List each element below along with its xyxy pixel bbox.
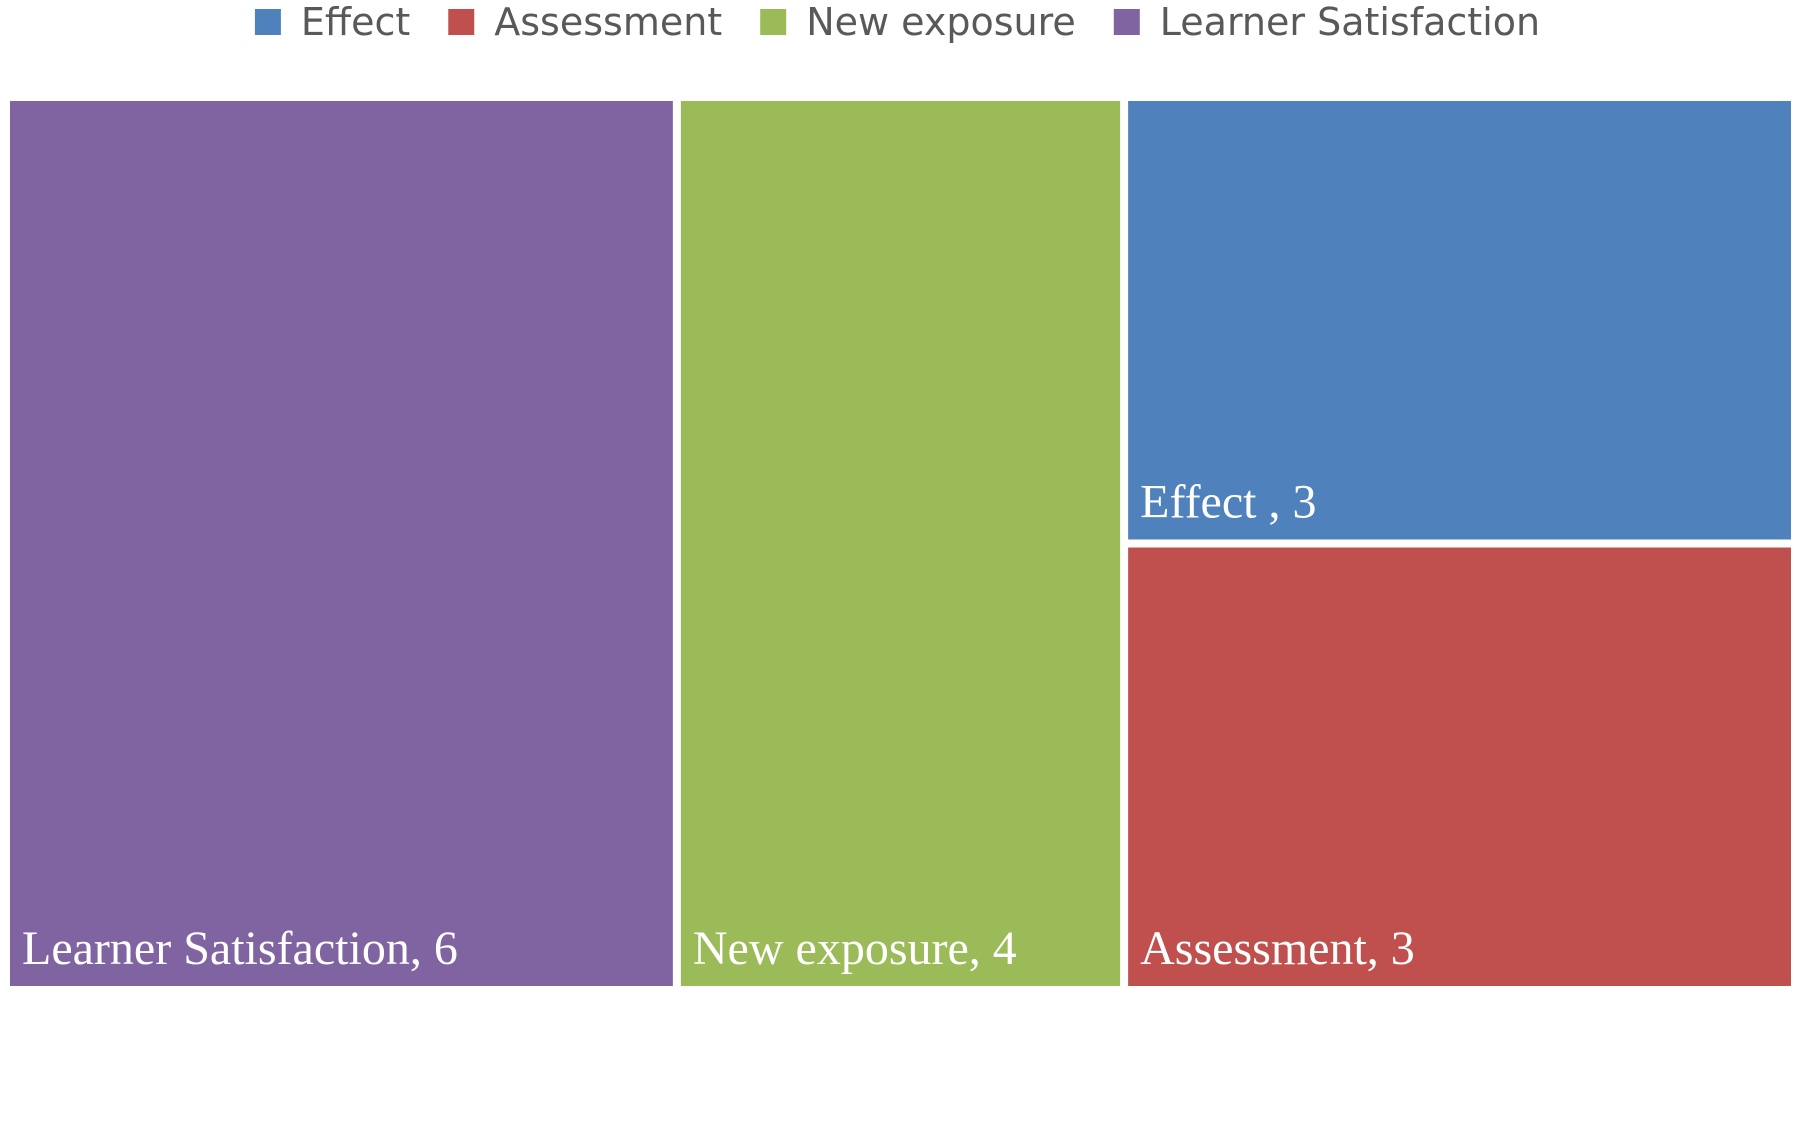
tile-learner-satisfaction: Learner Satisfaction, 6 — [10, 101, 673, 986]
legend-item-learner-satisfaction: Learner Satisfaction — [1113, 0, 1540, 44]
tile-new-exposure: New exposure, 4 — [680, 101, 1121, 986]
tile-rect — [1128, 101, 1791, 540]
legend-label: Assessment — [494, 0, 722, 44]
tile-rect — [10, 101, 673, 986]
legend-item-assessment: Assessment — [448, 0, 722, 44]
legend-label: Learner Satisfaction — [1160, 0, 1540, 44]
chart-legend: Effect Assessment New exposure Learner Sati… — [254, 0, 1540, 44]
tile-rect — [1128, 547, 1791, 986]
legend-swatch — [448, 9, 475, 35]
tile-rect — [680, 101, 1121, 986]
tile-assessment: Assessment, 3 — [1128, 547, 1791, 986]
tile-label: Learner Satisfaction, 6 — [22, 922, 458, 975]
tile-label: Effect , 3 — [1140, 476, 1316, 529]
legend-label: Effect — [301, 0, 410, 44]
legend-swatch — [254, 9, 281, 35]
tile-label: New exposure, 4 — [693, 922, 1017, 975]
tile-effect: Effect , 3 — [1128, 101, 1791, 540]
tile-label: Assessment, 3 — [1140, 922, 1415, 975]
legend-label: New exposure — [806, 0, 1076, 44]
legend-swatch — [760, 9, 787, 35]
legend-swatch — [1113, 9, 1140, 35]
treemap-tiles: Learner Satisfaction, 6 New exposure, 4 Ef… — [10, 101, 1791, 986]
legend-item-new-exposure: New exposure — [760, 0, 1076, 44]
legend-item-effect: Effect — [254, 0, 410, 44]
